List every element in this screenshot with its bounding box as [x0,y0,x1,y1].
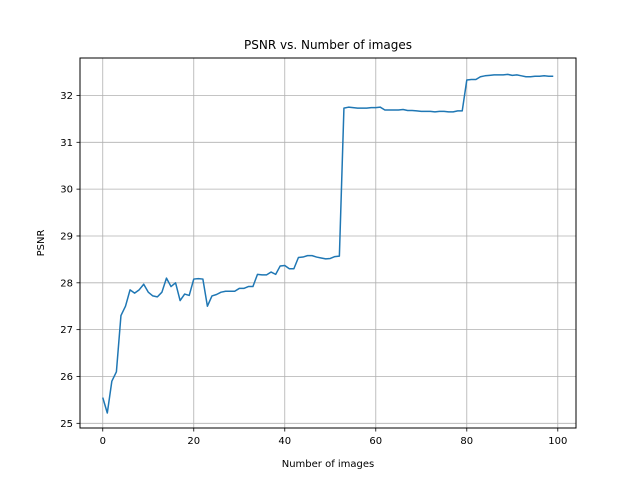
y-tick-label: 25 [60,419,73,430]
ticks: 0 20 40 60 80 100 25 26 27 28 29 30 31 32 [60,91,567,447]
chart-title: PSNR vs. Number of images [244,38,412,52]
psnr-series-line [102,73,554,414]
y-tick-label: 26 [60,372,73,383]
series-layer [102,73,554,414]
x-axis-label: Number of images [282,459,375,470]
grid [80,58,576,428]
x-tick-label: 20 [187,436,200,447]
x-tick-label: 80 [460,436,473,447]
x-tick-label: 60 [369,436,382,447]
y-tick-label: 28 [60,278,73,289]
y-tick-label: 32 [60,91,73,102]
y-tick-label: 29 [60,231,73,242]
x-tick-label: 0 [100,436,106,447]
plot-frame [79,57,577,429]
y-tick-label: 31 [60,138,73,149]
x-tick-label: 40 [278,436,291,447]
y-axis-label: PSNR [36,230,47,257]
x-tick-label: 100 [548,436,567,447]
y-tick-label: 30 [60,185,73,196]
y-tick-label: 27 [60,325,73,336]
